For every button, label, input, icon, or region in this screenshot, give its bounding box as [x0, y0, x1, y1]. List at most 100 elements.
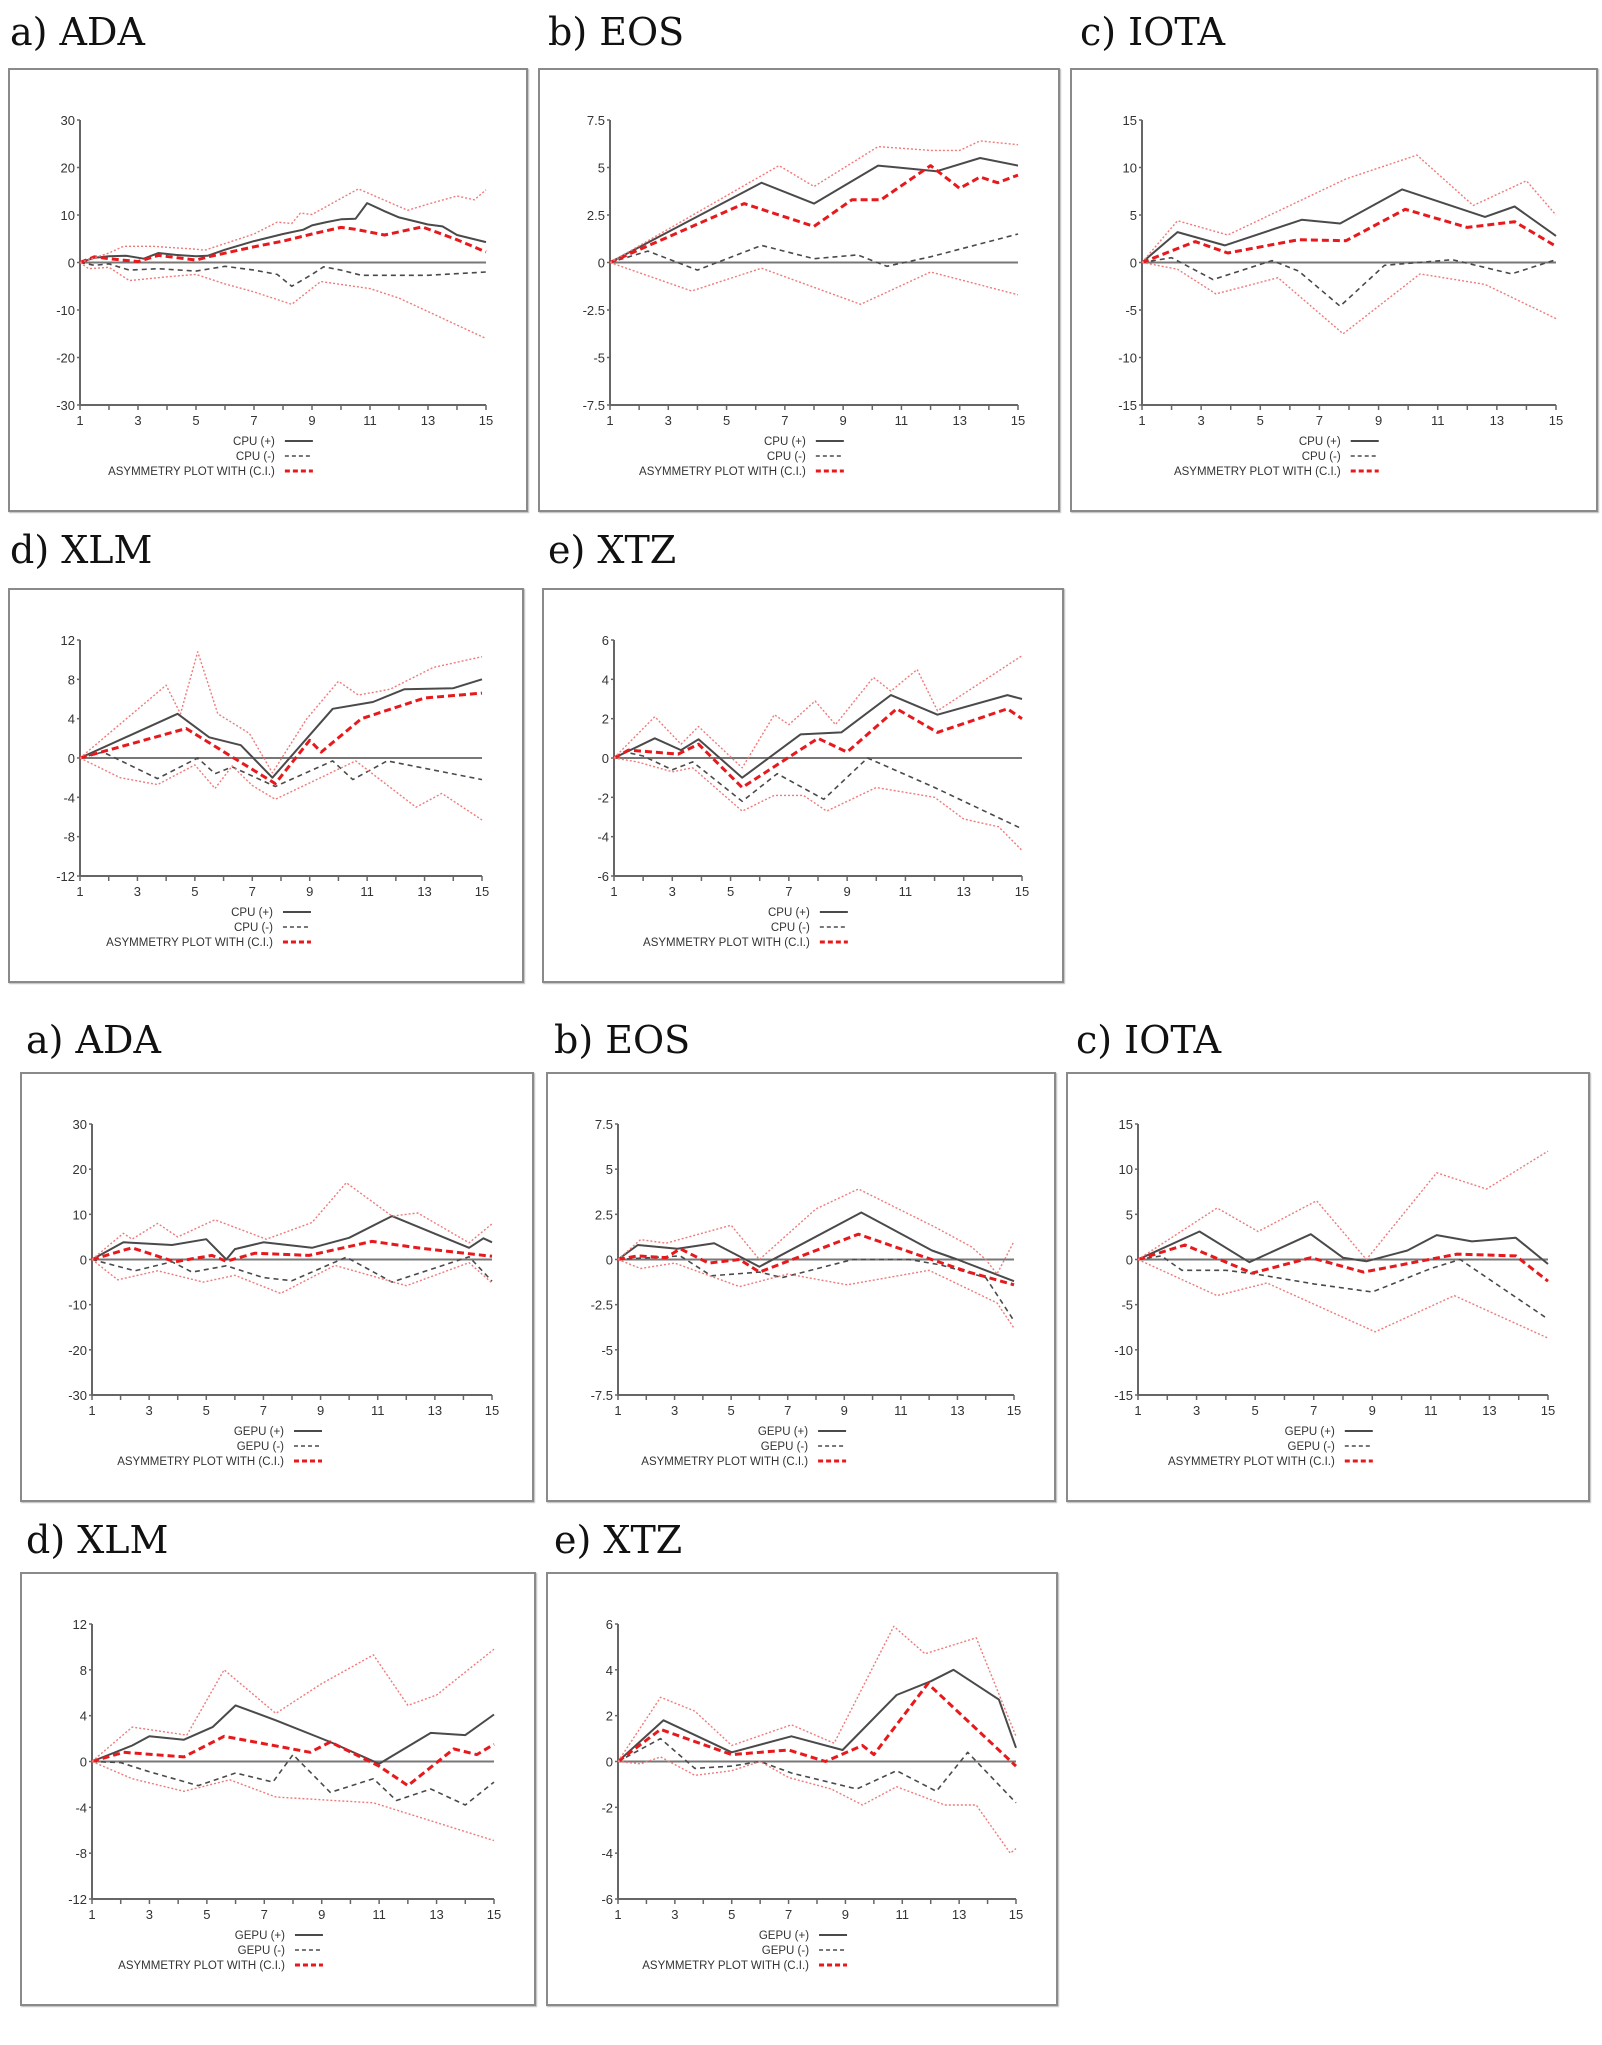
- panel-title-gepu-xtz: e) XTZ: [554, 1518, 683, 1562]
- y-tick-label: -4: [75, 1800, 87, 1815]
- chart-gepu-ada: -30 -20 -10 0 10 20 30 1 3 5 7 9 11 13 15 GEPU (+) GEPU …: [20, 1072, 534, 1502]
- x-tick-label: 5: [192, 413, 199, 428]
- series-negative-line: [79, 261, 487, 288]
- y-tick-label: -5: [593, 351, 605, 366]
- series-negative-line: [1137, 1255, 1549, 1320]
- y-tick-label: 10: [1123, 161, 1137, 176]
- x-tick-label: 1: [76, 413, 83, 428]
- x-tick-label: 5: [727, 884, 734, 899]
- legend-label: GEPU (+): [758, 1426, 808, 1438]
- series-ci-line: [91, 1258, 493, 1295]
- panel-title-cpu-xtz: e) XTZ: [548, 528, 677, 572]
- y-tick-label: 5: [606, 1162, 613, 1177]
- x-tick-label: 13: [421, 413, 435, 428]
- y-tick-label: -5: [601, 1343, 613, 1358]
- x-tick-label: 5: [728, 1403, 735, 1418]
- chart-cpu-xlm: -12 -8 -4 0 4 8 12 1 3 5 7 9 11 13 15 CPU (+) CPU (-) ASY…: [8, 588, 524, 983]
- legend-label: GEPU (-): [1288, 1441, 1335, 1453]
- y-tick-label: 0: [1126, 1253, 1133, 1268]
- legend-label: GEPU (+): [234, 1426, 284, 1438]
- panel-title-cpu-eos: b) EOS: [548, 10, 685, 54]
- series-negative-line: [617, 1255, 1015, 1322]
- series-negative-line: [1141, 256, 1557, 307]
- x-tick-label: 7: [785, 884, 792, 899]
- legend-label: GEPU (-): [237, 1441, 284, 1453]
- y-tick-label: -8: [63, 830, 75, 845]
- y-tick-label: 8: [80, 1663, 87, 1678]
- legend-label: GEPU (+): [1285, 1426, 1335, 1438]
- legend-label: GEPU (+): [759, 1930, 809, 1942]
- y-tick-label: 4: [68, 712, 75, 727]
- legend-label: ASYMMETRY PLOT WITH (C.I.): [641, 1456, 808, 1468]
- series-ci-line: [1141, 154, 1557, 263]
- y-tick-label: -7.5: [591, 1388, 613, 1403]
- x-tick-label: 3: [671, 1403, 678, 1418]
- legend-label: ASYMMETRY PLOT WITH (C.I.): [106, 937, 273, 949]
- y-tick-label: 10: [1119, 1162, 1133, 1177]
- legend-label: ASYMMETRY PLOT WITH (C.I.): [108, 466, 275, 478]
- legend-label: CPU (+): [233, 436, 275, 448]
- x-tick-label: 9: [1369, 1403, 1376, 1418]
- series-ci-line: [617, 1188, 1015, 1275]
- chart-cpu-eos: -7.5 -5 -2.5 0 2.5 5 7.5 1 3 5 7 9 11 13 15 CPU (+) CPU …: [538, 68, 1060, 512]
- series-ci-line: [91, 1648, 495, 1763]
- y-tick-label: 30: [61, 113, 75, 128]
- series-negative-line: [609, 233, 1019, 271]
- y-tick-label: -12: [56, 869, 75, 884]
- series-ci-line: [1137, 1150, 1549, 1261]
- series-asymmetry-line: [1137, 1243, 1549, 1283]
- y-tick-label: 6: [602, 633, 609, 648]
- y-tick-label: -30: [56, 398, 75, 413]
- series-positive-line: [91, 1704, 495, 1765]
- x-tick-label: 7: [781, 413, 788, 428]
- y-tick-label: 10: [61, 208, 75, 223]
- y-tick-label: 15: [1123, 113, 1137, 128]
- x-tick-label: 3: [146, 1403, 153, 1418]
- x-tick-label: 15: [1011, 413, 1025, 428]
- x-tick-label: 13: [1482, 1403, 1496, 1418]
- y-tick-label: 0: [606, 1253, 613, 1268]
- y-tick-label: -12: [68, 1892, 87, 1907]
- x-tick-label: 11: [894, 1403, 908, 1418]
- series-negative-line: [617, 1737, 1017, 1804]
- x-tick-label: 9: [842, 1907, 849, 1922]
- series-asymmetry-line: [613, 707, 1023, 789]
- series-positive-line: [91, 1215, 493, 1261]
- x-tick-label: 11: [896, 1907, 910, 1922]
- y-tick-label: 4: [606, 1663, 613, 1678]
- y-tick-label: 15: [1119, 1117, 1133, 1132]
- series-ci-line: [91, 1181, 493, 1261]
- x-tick-label: 5: [728, 1907, 735, 1922]
- panel-title-gepu-iota: c) IOTA: [1076, 1018, 1222, 1062]
- x-tick-label: 3: [1193, 1403, 1200, 1418]
- x-tick-label: 1: [606, 413, 613, 428]
- x-tick-label: 1: [88, 1907, 95, 1922]
- y-tick-label: -15: [1118, 398, 1137, 413]
- x-tick-label: 9: [844, 884, 851, 899]
- chart-gepu-xlm: -12 -8 -4 0 4 8 12 1 3 5 7 9 11 13 15 GEPU (+) GEPU (-) A…: [20, 1572, 536, 2006]
- x-tick-label: 11: [1424, 1403, 1438, 1418]
- y-tick-label: 0: [80, 1755, 87, 1770]
- y-tick-label: 2.5: [595, 1207, 613, 1222]
- x-tick-label: 15: [1549, 413, 1563, 428]
- x-tick-label: 1: [1134, 1403, 1141, 1418]
- y-tick-label: 5: [598, 161, 605, 176]
- legend-label: CPU (-): [1302, 451, 1341, 463]
- series-positive-line: [613, 694, 1023, 779]
- y-tick-label: -4: [597, 830, 609, 845]
- y-tick-label: 4: [602, 672, 609, 687]
- x-tick-label: 15: [1007, 1403, 1021, 1418]
- x-tick-label: 3: [134, 413, 141, 428]
- x-tick-label: 7: [1310, 1403, 1317, 1418]
- y-tick-label: 2: [606, 1709, 613, 1724]
- x-tick-label: 7: [784, 1403, 791, 1418]
- x-tick-label: 15: [485, 1403, 499, 1418]
- y-tick-label: -5: [1125, 303, 1137, 318]
- x-tick-label: 7: [261, 1907, 268, 1922]
- y-tick-label: -8: [75, 1846, 87, 1861]
- x-tick-label: 15: [1009, 1907, 1023, 1922]
- x-tick-label: 3: [146, 1907, 153, 1922]
